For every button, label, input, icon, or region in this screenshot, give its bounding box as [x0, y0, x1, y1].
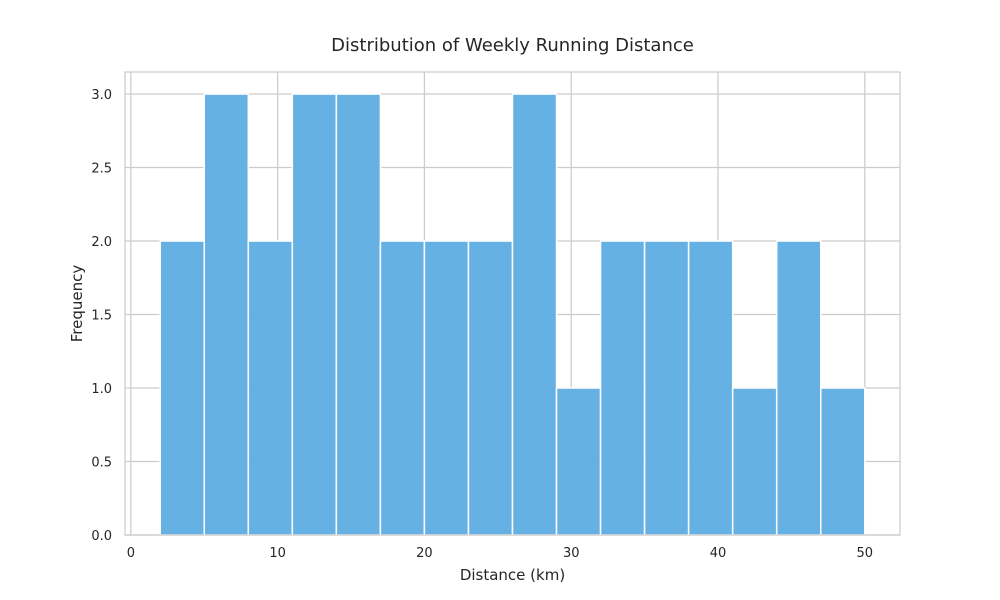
histogram-bar: [643, 240, 690, 536]
chart-title: Distribution of Weekly Running Distance: [331, 35, 694, 56]
y-tick-label: 0.0: [91, 529, 112, 544]
histogram-bar: [819, 387, 866, 536]
x-tick-labels: 0 10 20 30 40 50: [127, 546, 873, 561]
x-tick-label: 10: [269, 546, 286, 561]
y-axis-title: Frequency: [68, 265, 86, 343]
histogram-bar: [247, 240, 294, 536]
x-tick-label: 30: [563, 546, 580, 561]
histogram-bar: [291, 93, 338, 536]
y-tick-label: 2.0: [91, 235, 112, 250]
plot-frame: [124, 71, 901, 536]
histogram-bar: [467, 240, 514, 536]
y-tick-labels: 0.0 0.5 1.0 1.5 2.0 2.5 3.0: [91, 88, 112, 544]
histogram-bar: [379, 240, 426, 536]
x-tick-label: 20: [416, 546, 433, 561]
histogram-bar: [159, 240, 206, 536]
x-axis-title: Distance (km): [460, 566, 565, 584]
histogram-bar: [203, 93, 250, 536]
y-tick-label: 0.5: [91, 456, 112, 471]
bars-layer: [159, 93, 866, 536]
histogram-bar: [731, 387, 778, 536]
y-tick-label: 3.0: [91, 88, 112, 103]
histogram-bar: [511, 93, 558, 536]
x-tick-label: 0: [127, 546, 135, 561]
x-tick-label: 40: [710, 546, 727, 561]
y-tick-label: 1.5: [91, 309, 112, 324]
x-tick-label: 50: [856, 546, 873, 561]
histogram-bar: [687, 240, 734, 536]
histogram-bar: [555, 387, 602, 536]
histogram-bar: [775, 240, 822, 536]
histogram-bar: [423, 240, 470, 536]
y-tick-label: 2.5: [91, 162, 112, 177]
y-tick-label: 1.0: [91, 382, 112, 397]
histogram-bar: [599, 240, 646, 536]
histogram-bar: [335, 93, 382, 536]
